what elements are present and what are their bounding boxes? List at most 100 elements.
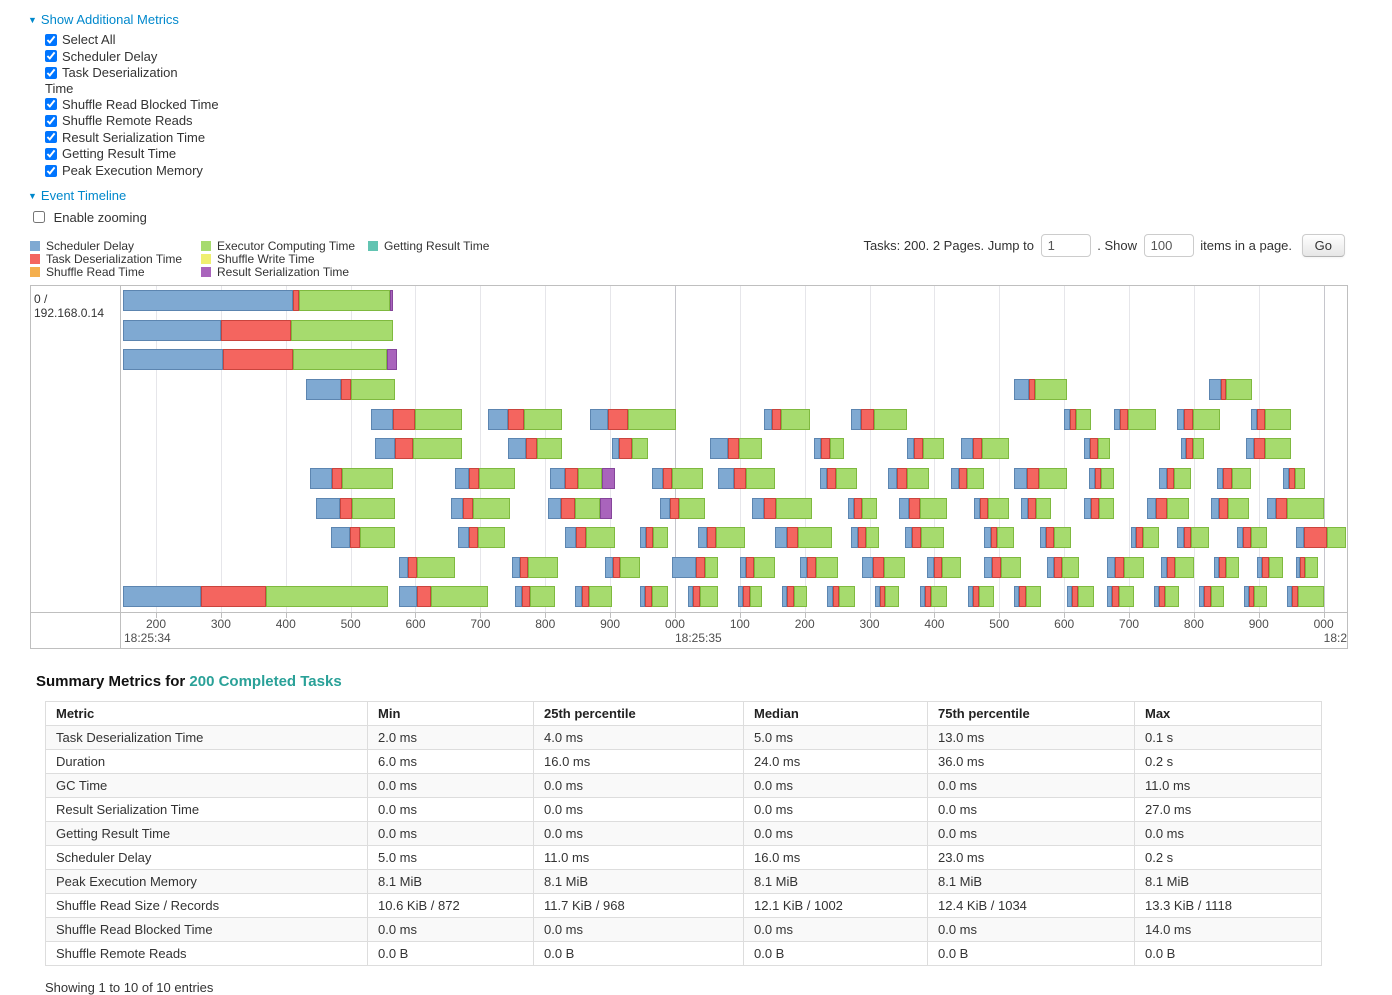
task-bar[interactable] bbox=[819, 467, 858, 489]
task-bar[interactable] bbox=[1039, 527, 1072, 549]
enable-zooming-checkbox[interactable] bbox=[33, 211, 45, 224]
metric-checkbox[interactable] bbox=[45, 50, 57, 63]
metric-checkbox[interactable] bbox=[45, 98, 57, 111]
metric-checkbox[interactable] bbox=[45, 164, 57, 177]
task-bar[interactable] bbox=[887, 467, 930, 489]
task-bar[interactable] bbox=[122, 349, 397, 371]
task-bar[interactable] bbox=[1014, 467, 1067, 489]
task-bar[interactable] bbox=[814, 438, 845, 460]
completed-tasks-link[interactable]: 200 Completed Tasks bbox=[189, 673, 342, 691]
column-header[interactable]: Min bbox=[367, 701, 534, 727]
task-bar[interactable] bbox=[961, 438, 1010, 460]
task-bar[interactable] bbox=[1066, 586, 1094, 608]
task-bar[interactable] bbox=[565, 527, 616, 549]
task-bar[interactable] bbox=[1177, 527, 1209, 549]
task-bar[interactable] bbox=[370, 408, 463, 430]
column-header[interactable]: Max bbox=[1134, 701, 1322, 727]
metric-checkbox[interactable] bbox=[45, 33, 57, 46]
task-bar[interactable] bbox=[612, 438, 648, 460]
task-bar[interactable] bbox=[512, 556, 559, 578]
task-bar[interactable] bbox=[1021, 497, 1052, 519]
task-bar[interactable] bbox=[904, 527, 945, 549]
show-additional-metrics-toggle[interactable]: ▼ Show Additional Metrics bbox=[28, 12, 1392, 27]
metric-checkbox[interactable] bbox=[45, 147, 57, 160]
task-bar[interactable] bbox=[874, 586, 900, 608]
task-bar[interactable] bbox=[515, 586, 555, 608]
task-bar[interactable] bbox=[639, 586, 668, 608]
task-bar[interactable] bbox=[861, 556, 905, 578]
task-bar[interactable] bbox=[851, 408, 908, 430]
task-bar[interactable] bbox=[751, 497, 812, 519]
task-bar[interactable] bbox=[907, 438, 945, 460]
task-bar[interactable] bbox=[1208, 378, 1252, 400]
task-bar[interactable] bbox=[1246, 438, 1291, 460]
task-bar[interactable] bbox=[1236, 527, 1267, 549]
task-bar[interactable] bbox=[310, 467, 394, 489]
task-bar[interactable] bbox=[458, 527, 505, 549]
event-timeline-toggle[interactable]: ▼ Event Timeline bbox=[28, 188, 1392, 203]
task-bar[interactable] bbox=[1014, 378, 1068, 400]
task-bar[interactable] bbox=[450, 497, 511, 519]
task-bar[interactable] bbox=[1283, 467, 1306, 489]
task-bar[interactable] bbox=[737, 586, 762, 608]
task-bar[interactable] bbox=[799, 556, 838, 578]
task-bar[interactable] bbox=[1210, 497, 1250, 519]
task-bar[interactable] bbox=[851, 527, 880, 549]
task-bar[interactable] bbox=[575, 586, 613, 608]
column-header[interactable]: 25th percentile bbox=[533, 701, 744, 727]
task-bar[interactable] bbox=[1088, 467, 1115, 489]
task-bar[interactable] bbox=[660, 497, 705, 519]
task-bar[interactable] bbox=[774, 527, 832, 549]
task-bar[interactable] bbox=[398, 586, 489, 608]
task-bar[interactable] bbox=[984, 527, 1015, 549]
task-bar[interactable] bbox=[764, 408, 810, 430]
task-bar[interactable] bbox=[782, 586, 808, 608]
task-bar[interactable] bbox=[589, 408, 676, 430]
task-bar[interactable] bbox=[1180, 438, 1204, 460]
metric-checkbox[interactable] bbox=[45, 66, 57, 79]
task-bar[interactable] bbox=[1114, 408, 1157, 430]
task-bar[interactable] bbox=[455, 467, 516, 489]
task-bar[interactable] bbox=[974, 497, 1010, 519]
task-bar[interactable] bbox=[1296, 527, 1347, 549]
task-bar[interactable] bbox=[1199, 586, 1224, 608]
task-bar[interactable] bbox=[847, 497, 878, 519]
task-bar[interactable] bbox=[375, 438, 463, 460]
jump-to-page-input[interactable] bbox=[1040, 234, 1091, 258]
task-bar[interactable] bbox=[604, 556, 640, 578]
task-bar[interactable] bbox=[827, 586, 855, 608]
task-bar[interactable] bbox=[550, 467, 616, 489]
task-bar[interactable] bbox=[1106, 556, 1144, 578]
task-bar[interactable] bbox=[1296, 556, 1319, 578]
task-bar[interactable] bbox=[487, 408, 563, 430]
task-bar[interactable] bbox=[697, 527, 745, 549]
task-bar[interactable] bbox=[967, 586, 995, 608]
task-bar[interactable] bbox=[305, 378, 395, 400]
task-bar[interactable] bbox=[1160, 556, 1194, 578]
task-bar[interactable] bbox=[315, 497, 396, 519]
items-per-page-input[interactable] bbox=[1143, 234, 1194, 258]
task-bar[interactable] bbox=[899, 497, 948, 519]
task-bar[interactable] bbox=[1130, 527, 1159, 549]
task-bar[interactable] bbox=[1047, 556, 1080, 578]
task-bar[interactable] bbox=[122, 586, 389, 608]
task-bar[interactable] bbox=[951, 467, 985, 489]
metric-checkbox[interactable] bbox=[45, 131, 57, 144]
task-bar[interactable] bbox=[1158, 467, 1191, 489]
task-bar[interactable] bbox=[1106, 586, 1135, 608]
task-bar[interactable] bbox=[1014, 586, 1042, 608]
task-bar[interactable] bbox=[547, 497, 613, 519]
column-header[interactable]: 75th percentile bbox=[927, 701, 1135, 727]
task-bar[interactable] bbox=[984, 556, 1022, 578]
task-bar[interactable] bbox=[122, 290, 393, 312]
task-bar[interactable] bbox=[651, 467, 703, 489]
task-bar[interactable] bbox=[1256, 556, 1284, 578]
task-bar[interactable] bbox=[508, 438, 563, 460]
task-bar[interactable] bbox=[1153, 586, 1179, 608]
task-bar[interactable] bbox=[1177, 408, 1221, 430]
task-bar[interactable] bbox=[709, 438, 762, 460]
column-header[interactable]: Metric bbox=[45, 701, 368, 727]
task-bar[interactable] bbox=[1084, 497, 1115, 519]
task-bar[interactable] bbox=[1286, 586, 1324, 608]
task-bar[interactable] bbox=[1084, 438, 1110, 460]
